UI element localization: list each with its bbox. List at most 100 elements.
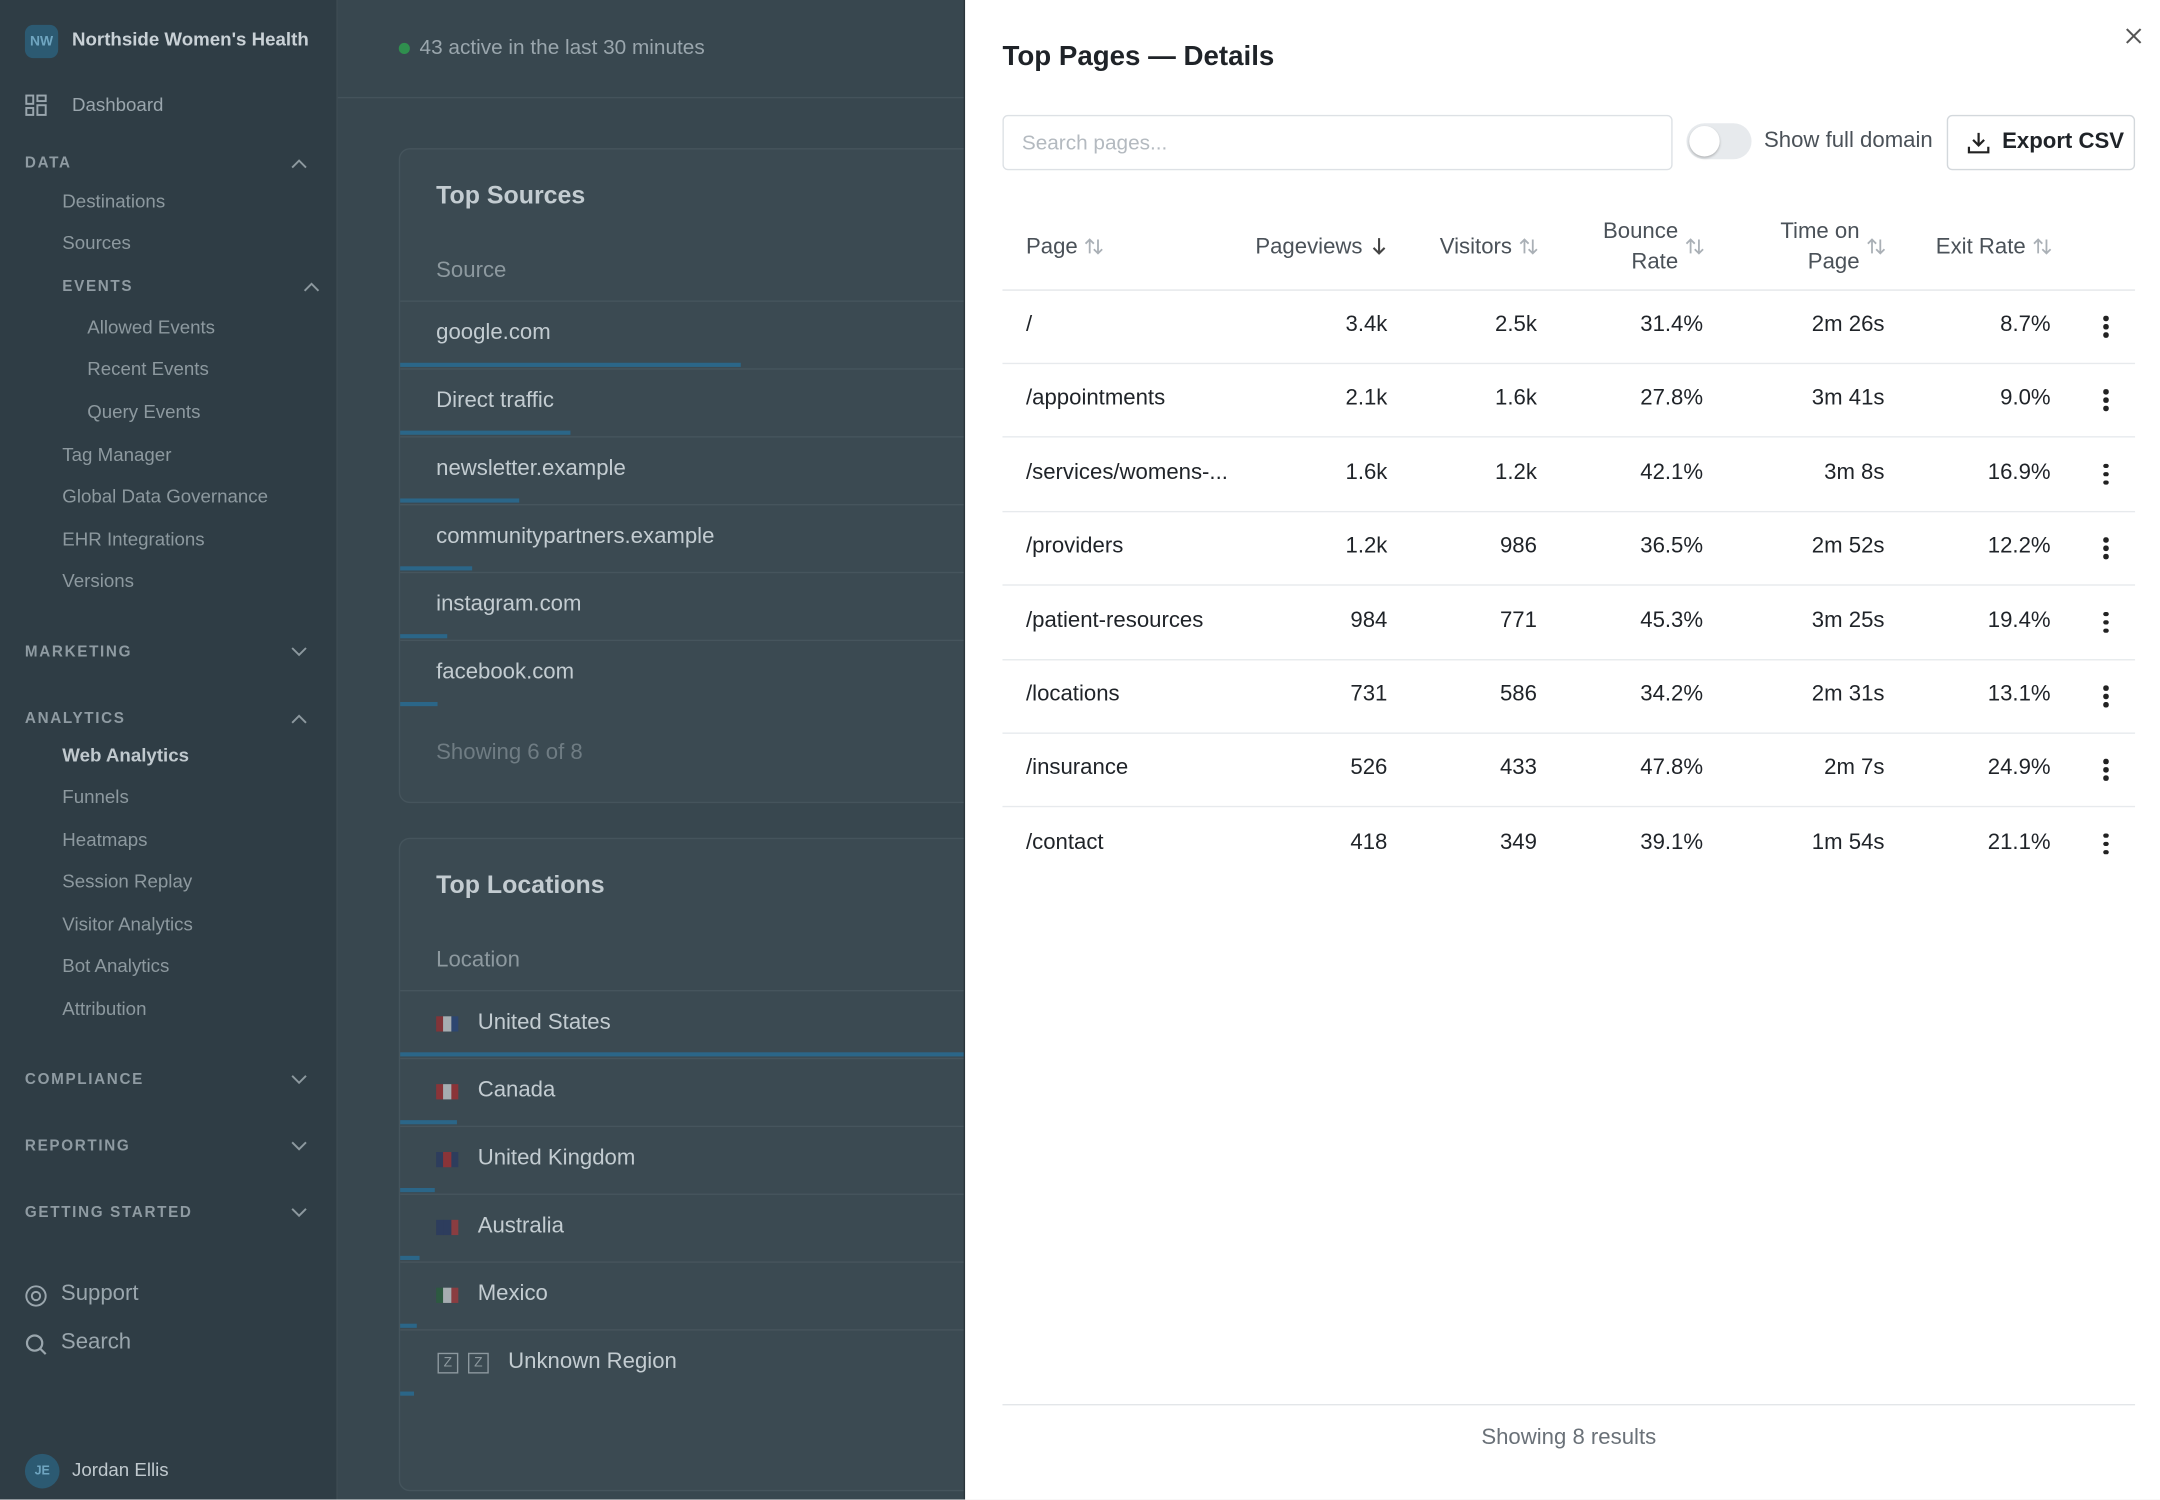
row-border <box>400 1261 966 1263</box>
search-placeholder: Search pages... <box>1021 131 1168 156</box>
sort-icon[interactable] <box>2033 237 2052 256</box>
export-button[interactable]: Export CSV <box>1946 114 2136 171</box>
chevron[interactable] <box>291 158 308 169</box>
cell: 2m 52s <box>1811 534 1885 559</box>
nav-item[interactable]: Versions <box>62 571 135 592</box>
nav-item[interactable]: Allowed Events <box>87 316 216 338</box>
sort-icon[interactable] <box>1084 237 1103 256</box>
chevron[interactable] <box>291 1141 308 1152</box>
sort-icon[interactable] <box>1685 237 1704 256</box>
nav-item[interactable]: Attribution <box>62 998 147 1019</box>
cell: 418 <box>1350 830 1388 855</box>
cell: 2.5k <box>1495 312 1537 337</box>
sort-icon[interactable] <box>1369 237 1388 256</box>
cell: 986 <box>1499 534 1537 559</box>
nav-item[interactable]: Tag Manager <box>62 444 172 466</box>
nav-item[interactable]: Global Data Governance <box>62 486 269 508</box>
cell: 16.9% <box>1987 460 2051 485</box>
nav-item[interactable]: Recent Events <box>87 359 209 380</box>
menu-dot <box>2103 545 2109 551</box>
share-bar <box>400 566 472 571</box>
nav-item[interactable]: Destinations <box>62 190 166 212</box>
nav-item[interactable]: Support <box>60 1282 139 1307</box>
flag-stripe <box>436 1084 444 1100</box>
menu-dot <box>2103 315 2109 321</box>
close-button[interactable] <box>2124 26 2143 45</box>
row-border <box>400 503 966 506</box>
cell: 2.1k <box>1345 386 1388 411</box>
row-menu[interactable] <box>2103 463 2109 486</box>
column-header[interactable]: Exit Rate <box>1935 235 2026 259</box>
nav-item[interactable]: Query Events <box>87 401 201 423</box>
nav-item[interactable]: Bot Analytics <box>62 955 170 977</box>
menu-dot <box>2103 389 2109 395</box>
row-menu[interactable] <box>2103 833 2109 855</box>
cell: 3m 25s <box>1811 608 1885 633</box>
nav-item[interactable]: Search <box>60 1331 132 1355</box>
cell: 1.6k <box>1345 460 1388 485</box>
nav-item[interactable]: Web Analytics <box>62 744 190 766</box>
row-menu[interactable] <box>2103 389 2109 412</box>
toggle[interactable] <box>1686 123 1752 160</box>
cell: 586 <box>1499 682 1537 707</box>
cell: / <box>1025 312 1033 337</box>
column-header[interactable]: Page <box>1025 235 1078 259</box>
row-label: google.com <box>436 321 551 345</box>
chevron[interactable] <box>291 1074 308 1085</box>
row-menu[interactable] <box>2103 537 2109 559</box>
chevron[interactable] <box>291 1207 308 1218</box>
cell: /services/womens-... <box>1025 460 1228 485</box>
column-header[interactable]: Pageviews <box>1255 235 1363 259</box>
sort-icon[interactable] <box>1519 237 1538 256</box>
share-bar <box>400 430 571 435</box>
cell: 21.1% <box>1987 830 2051 855</box>
menu-dot <box>2103 406 2109 412</box>
menu-dot <box>2103 537 2109 543</box>
nav-item[interactable]: Jordan Ellis <box>71 1459 169 1481</box>
row-label: Direct traffic <box>436 389 554 413</box>
menu-dot <box>2103 463 2109 469</box>
cell: 1.2k <box>1345 534 1388 559</box>
row-menu[interactable] <box>2103 315 2109 338</box>
search-input[interactable]: Search pages... <box>1002 114 1673 171</box>
row-menu[interactable] <box>2103 685 2109 707</box>
cell: 2m 31s <box>1811 682 1885 707</box>
chevron[interactable] <box>291 713 308 724</box>
row-label: instagram.com <box>436 592 582 617</box>
sort-icon[interactable] <box>1866 237 1886 256</box>
menu-dot <box>2103 759 2109 765</box>
menu-dot <box>2103 767 2109 773</box>
menu-dot <box>2103 833 2109 839</box>
column-header[interactable]: Time on Page <box>1780 220 1860 275</box>
nav-item[interactable]: Funnels <box>62 787 129 808</box>
row-menu[interactable] <box>2103 611 2109 633</box>
chevron[interactable] <box>291 647 308 658</box>
footer-border <box>1002 1403 2136 1406</box>
column-header[interactable]: Bounce Rate <box>1603 220 1679 275</box>
cell: 47.8% <box>1640 756 1704 781</box>
overlay-edge <box>963 0 966 1500</box>
cell: 3m 8s <box>1824 460 1885 485</box>
column-header[interactable]: Visitors <box>1439 235 1512 259</box>
cell: 2m 26s <box>1811 312 1885 337</box>
section-title: EVENTS <box>62 278 134 295</box>
nav-item[interactable]: Sources <box>62 233 131 254</box>
main-header-border <box>337 96 975 99</box>
user-avatar: JE <box>24 1453 60 1489</box>
panel-title: Top Pages — Details <box>1002 41 1275 72</box>
nav-item[interactable]: Dashboard <box>71 94 164 115</box>
chevron[interactable] <box>303 281 320 292</box>
menu-dot <box>2103 323 2109 329</box>
cell: 24.9% <box>1987 756 2051 781</box>
nav-item[interactable]: Heatmaps <box>62 829 148 851</box>
row-border <box>400 1057 966 1060</box>
row-border <box>1002 732 2136 734</box>
row-menu[interactable] <box>2103 759 2109 781</box>
row-label: newsletter.example <box>436 456 626 481</box>
row-border <box>400 1125 966 1128</box>
nav-item[interactable]: Visitor Analytics <box>62 913 193 935</box>
nav-item[interactable]: EHR Integrations <box>62 528 205 550</box>
menu-dot <box>2103 611 2109 617</box>
row-border <box>1002 436 2136 439</box>
nav-item[interactable]: Session Replay <box>62 871 193 893</box>
